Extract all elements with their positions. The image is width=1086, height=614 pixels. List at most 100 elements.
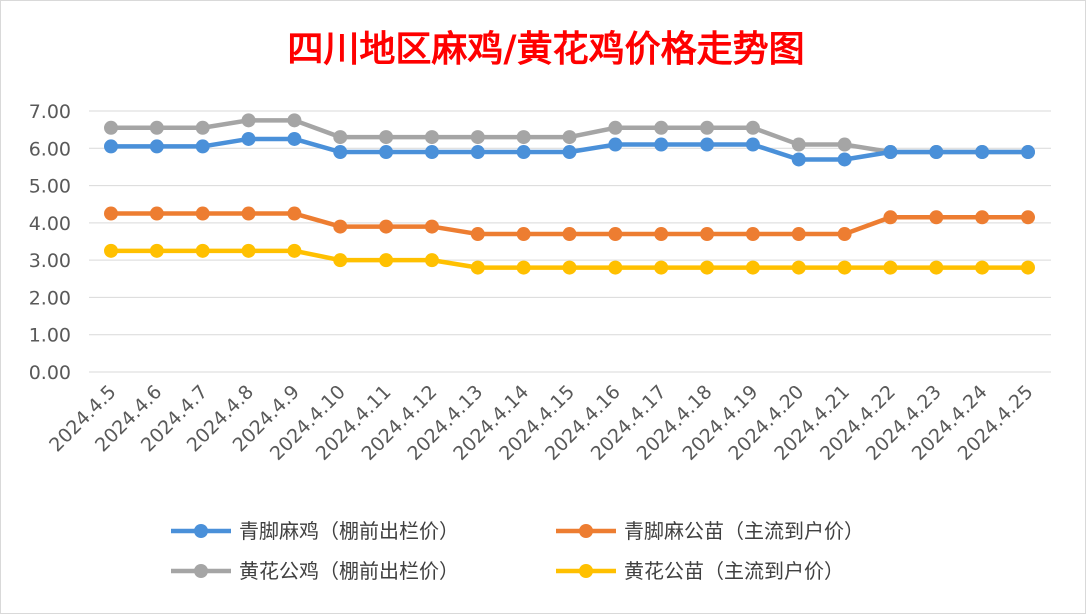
- data-point: [745, 120, 760, 135]
- data-point: [562, 227, 577, 242]
- data-point: [654, 137, 669, 152]
- data-point: [608, 137, 623, 152]
- data-point: [975, 145, 990, 160]
- data-point: [149, 120, 164, 135]
- y-tick-label: 3.00: [29, 250, 71, 272]
- data-point: [562, 130, 577, 145]
- data-point: [745, 137, 760, 152]
- data-point: [791, 260, 806, 275]
- legend-item: 青脚麻公苗（主流到户价）: [556, 519, 864, 543]
- chart-title: 四川地区麻鸡/黄花鸡价格走势图: [287, 28, 804, 70]
- data-point: [837, 152, 852, 167]
- y-tick-label: 6.00: [29, 138, 71, 160]
- data-point: [608, 260, 623, 275]
- data-point: [975, 210, 990, 225]
- data-point: [149, 243, 164, 258]
- legend-label: 青脚麻鸡（棚前出栏价）: [239, 519, 459, 543]
- series-2: [104, 206, 1035, 242]
- data-point: [837, 260, 852, 275]
- legend-item: 青脚麻鸡（棚前出栏价）: [171, 519, 459, 543]
- data-point: [837, 137, 852, 152]
- data-point: [700, 227, 715, 242]
- data-point: [195, 139, 210, 154]
- data-point: [654, 120, 669, 135]
- data-point: [424, 219, 439, 234]
- data-point: [333, 145, 348, 160]
- data-point: [149, 139, 164, 154]
- data-point: [241, 131, 256, 146]
- data-point: [241, 206, 256, 221]
- data-point: [791, 152, 806, 167]
- legend-marker: [579, 524, 593, 538]
- data-point: [333, 130, 348, 145]
- data-point: [745, 227, 760, 242]
- data-point: [195, 206, 210, 221]
- x-axis-ticks: 2024.4.52024.4.62024.4.72024.4.82024.4.9…: [45, 381, 1037, 465]
- y-axis-ticks: 0.00 1.00 2.00 3.00 4.00 5.00 6.00 7.00: [29, 101, 71, 384]
- data-point: [379, 130, 394, 145]
- data-point: [883, 260, 898, 275]
- data-point: [1021, 210, 1035, 225]
- data-point: [104, 243, 118, 258]
- data-point: [700, 137, 715, 152]
- y-tick-label: 1.00: [29, 325, 71, 347]
- gridlines: [89, 110, 1051, 373]
- legend-label: 黄花公苗（主流到户价）: [624, 559, 844, 583]
- y-tick-label: 2.00: [29, 287, 71, 309]
- data-point: [195, 120, 210, 135]
- data-point: [470, 260, 485, 275]
- data-point: [287, 113, 302, 128]
- data-point: [1021, 260, 1035, 275]
- legend: 青脚麻鸡（棚前出栏价） 青脚麻公苗（主流到户价） 黄花公鸡（棚前出栏价） 黄花公苗（主…: [171, 519, 864, 583]
- y-tick-label: 7.00: [29, 101, 71, 123]
- data-point: [975, 260, 990, 275]
- series-1: [104, 131, 1035, 167]
- data-point: [1021, 145, 1035, 160]
- data-point: [654, 260, 669, 275]
- y-tick-label: 5.00: [29, 176, 71, 198]
- data-point: [379, 219, 394, 234]
- data-point: [516, 227, 531, 242]
- data-point: [516, 130, 531, 145]
- legend-marker: [194, 524, 208, 538]
- data-point: [929, 145, 944, 160]
- legend-item: 黄花公鸡（棚前出栏价）: [171, 559, 459, 583]
- data-point: [470, 227, 485, 242]
- data-point: [929, 260, 944, 275]
- data-point: [379, 253, 394, 268]
- legend-marker: [194, 564, 208, 578]
- data-point: [883, 145, 898, 160]
- data-point: [424, 253, 439, 268]
- data-point: [470, 130, 485, 145]
- data-point: [700, 120, 715, 135]
- legend-label: 青脚麻公苗（主流到户价）: [624, 519, 864, 543]
- data-point: [516, 145, 531, 160]
- data-point: [883, 210, 898, 225]
- data-point: [379, 145, 394, 160]
- y-tick-label: 4.00: [29, 213, 71, 235]
- data-point: [700, 260, 715, 275]
- series-4: [104, 243, 1035, 275]
- data-point: [791, 227, 806, 242]
- y-tick-label: 0.00: [29, 362, 71, 384]
- data-point: [745, 260, 760, 275]
- data-point: [333, 219, 348, 234]
- data-point: [562, 260, 577, 275]
- legend-label: 黄花公鸡（棚前出栏价）: [239, 559, 459, 583]
- legend-marker: [579, 564, 593, 578]
- legend-item: 黄花公苗（主流到户价）: [556, 559, 844, 583]
- data-point: [608, 227, 623, 242]
- data-point: [562, 145, 577, 160]
- data-point: [287, 131, 302, 146]
- data-point: [104, 206, 118, 221]
- data-point: [104, 120, 118, 135]
- data-point: [654, 227, 669, 242]
- data-point: [424, 130, 439, 145]
- data-point: [195, 243, 210, 258]
- data-point: [149, 206, 164, 221]
- data-point: [287, 206, 302, 221]
- data-point: [241, 113, 256, 128]
- data-point: [287, 243, 302, 258]
